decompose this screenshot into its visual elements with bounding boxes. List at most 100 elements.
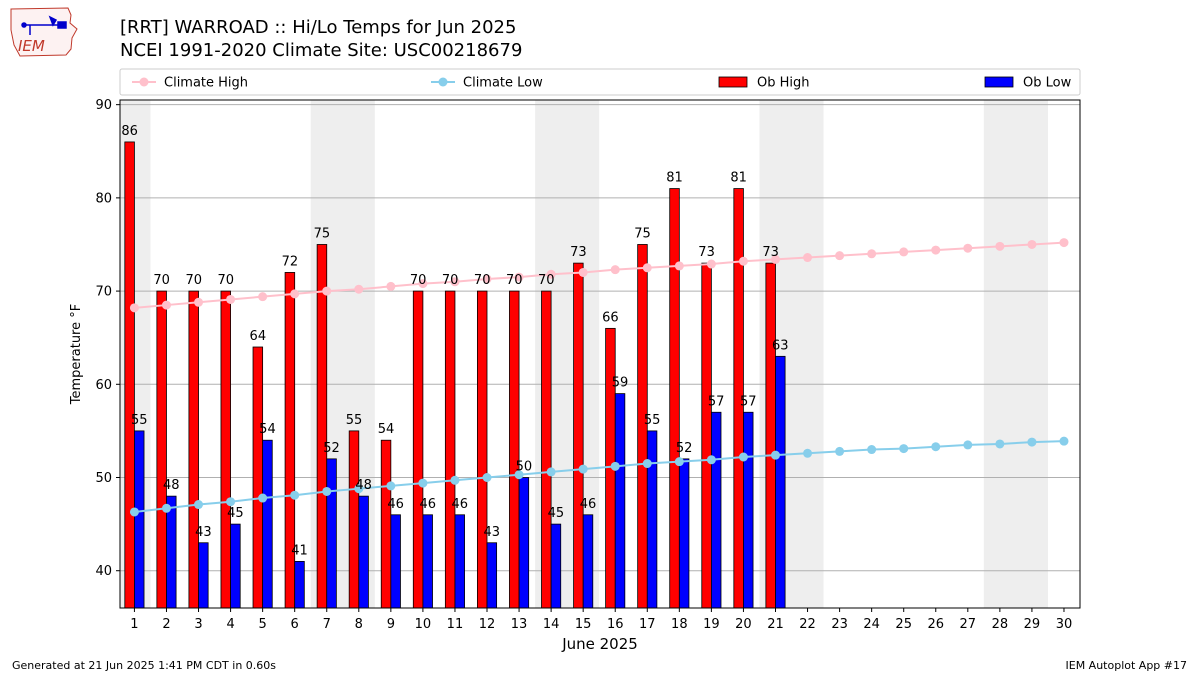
ob-low-bar-label: 59 — [612, 376, 629, 391]
climate-high-point — [418, 279, 428, 289]
climate-low-point — [194, 500, 204, 510]
ob-low-bar — [614, 393, 626, 609]
climate-low-point — [226, 497, 236, 507]
legend-label-ob-low: Ob Low — [1023, 76, 1072, 91]
legend-swatch-ob-low — [984, 76, 1014, 88]
x-tick-label: 4 — [226, 617, 234, 632]
x-axis-label: June 2025 — [561, 635, 638, 653]
ob-low-bar — [582, 514, 594, 609]
ob-high-bar — [252, 346, 264, 609]
climate-low-point — [867, 445, 877, 455]
x-tick-label: 10 — [415, 617, 432, 632]
x-tick-label: 8 — [355, 617, 363, 632]
ob-low-bar-label: 46 — [387, 497, 404, 512]
climate-low-point — [1027, 437, 1037, 447]
climate-high-point — [194, 297, 204, 307]
ob-low-bar-label: 55 — [644, 413, 661, 428]
footer-generated: Generated at 21 Jun 2025 1:41 PM CDT in … — [12, 659, 277, 672]
ob-high-bar-label: 70 — [474, 273, 491, 288]
y-tick-label: 70 — [95, 285, 112, 300]
climate-low-point — [450, 475, 460, 485]
climate-high-point — [770, 254, 780, 264]
gridlines — [120, 104, 1080, 572]
ob-high-bar-label: 81 — [666, 171, 683, 186]
climate-high-line — [134, 241, 1065, 309]
climate-high-point — [738, 256, 748, 266]
climate-low-point — [514, 470, 524, 480]
climate-low-point — [706, 455, 716, 465]
ob-high-bar-label: 73 — [762, 245, 779, 260]
climate-low-point — [963, 440, 973, 450]
ob-low-bar-label: 57 — [740, 394, 757, 409]
x-tick-label: 23 — [831, 617, 848, 632]
climate-low-point — [610, 461, 620, 471]
ob-low-bar — [422, 514, 433, 609]
ob-high-bar — [669, 188, 680, 609]
ob-high-bar — [701, 262, 712, 609]
x-tick-label: 28 — [992, 617, 1009, 632]
chart-title: [RRT] WARROAD :: Hi/Lo Temps for Jun 202… — [120, 17, 517, 38]
climate-high-point — [674, 261, 684, 271]
ob-high-bar — [765, 262, 776, 609]
ob-low-bar — [775, 355, 786, 609]
logo-text: IEM — [18, 37, 45, 55]
legend-marker-climate-high — [139, 77, 149, 87]
climate-low-line — [134, 440, 1065, 513]
ob-high-bar — [124, 141, 135, 609]
climate-low-point — [482, 473, 492, 483]
y-tick-label: 50 — [95, 471, 112, 486]
x-tick-label: 18 — [671, 617, 688, 632]
climate-low-point — [835, 446, 845, 456]
climate-low-point — [129, 507, 139, 517]
ob-high-bar — [509, 290, 520, 609]
climate-high-point — [963, 243, 973, 253]
ob-high-bar-label: 70 — [506, 273, 523, 288]
ob-low-bar-label: 43 — [195, 525, 212, 540]
climate-low-point — [418, 478, 428, 488]
x-tick-label: 9 — [387, 617, 395, 632]
ob-low-bar-label: 55 — [131, 413, 148, 428]
ob-high-bar — [541, 290, 552, 609]
footer-app-id: IEM Autoplot App #17 — [1065, 659, 1188, 672]
y-tick-label: 40 — [95, 564, 112, 579]
climate-low-point — [161, 503, 171, 513]
legend-swatch-ob-high — [718, 76, 748, 88]
y-tick-label: 90 — [95, 98, 112, 113]
legend-label-ob-high: Ob High — [757, 76, 810, 91]
ob-low-bar — [678, 458, 690, 609]
climate-low-point — [578, 464, 588, 474]
ob-low-bar-label: 46 — [580, 497, 597, 512]
climate-high-point — [322, 286, 332, 296]
climate-low-point — [354, 484, 364, 494]
ob-low-bar-label: 50 — [516, 460, 533, 475]
climate-low-point — [546, 467, 556, 477]
ob-low-bar-label: 54 — [259, 422, 276, 437]
ob-high-bar-label: 72 — [282, 254, 299, 269]
y-tick-label: 80 — [95, 191, 112, 206]
climate-high-point — [1059, 238, 1069, 248]
x-tick-label: 7 — [323, 617, 331, 632]
climate-high-point — [803, 253, 813, 263]
chart-subtitle: NCEI 1991-2020 Climate Site: USC00218679 — [120, 40, 523, 61]
y-tick-label: 60 — [95, 378, 112, 393]
ob-high-bar-label: 70 — [410, 273, 427, 288]
climate-high-point — [899, 247, 909, 257]
climate-low-point — [770, 450, 780, 460]
ob-low-bar-label: 46 — [419, 497, 436, 512]
ob-high-bar-label: 75 — [634, 226, 651, 241]
ob-low-bar-label: 48 — [355, 478, 372, 493]
weather-station-icon — [21, 15, 67, 35]
ob-low-bar-label: 57 — [708, 394, 725, 409]
x-tick-label: 3 — [194, 617, 202, 632]
ob-low-bar-label: 45 — [227, 506, 244, 521]
ob-low-bar — [743, 411, 754, 609]
x-tick-label: 17 — [639, 617, 656, 632]
climate-high-point — [258, 292, 268, 302]
climate-high-point — [610, 265, 620, 275]
climate-high-point — [386, 281, 396, 291]
ob-high-bar — [476, 290, 488, 609]
ob-high-bar — [348, 430, 360, 609]
ob-low-bar-label: 48 — [163, 478, 180, 493]
ob-high-bar — [220, 290, 231, 609]
